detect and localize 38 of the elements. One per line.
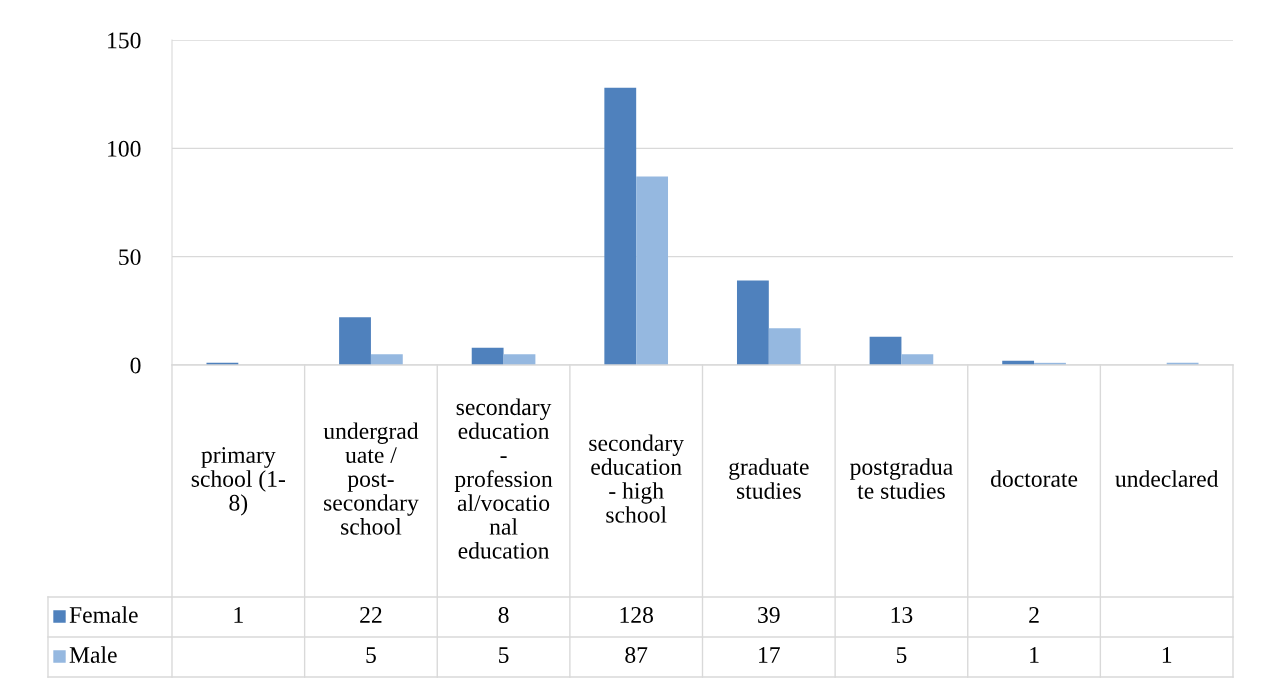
data-label: 13	[891, 607, 913, 623]
bar	[736, 280, 769, 365]
data-label: 1	[1162, 647, 1172, 663]
y-tick-label: 100	[108, 140, 141, 157]
y-tick-label: 150	[108, 32, 141, 49]
x-tick-label: primary school (1- 8)	[191, 447, 285, 516]
data-label: 128	[620, 606, 653, 623]
x-tick-label: secondary education - profession al/vocatio nal education	[454, 398, 553, 559]
bar	[339, 317, 371, 365]
x-tick-label: undergrad uate / post- secondary school	[323, 422, 419, 535]
data-label: 1	[1030, 647, 1039, 663]
x-tick-label: graduate studies	[729, 458, 809, 499]
data-label: 2	[1029, 607, 1039, 623]
bar	[901, 354, 934, 365]
bar	[471, 347, 504, 365]
legend-label: Male	[69, 646, 117, 663]
data-label: 22	[360, 607, 382, 623]
bar	[869, 336, 902, 365]
y-tick-label: 50	[119, 249, 141, 266]
bar	[604, 87, 637, 365]
data-label: 5	[499, 647, 509, 663]
data-label: 87	[625, 646, 648, 663]
data-label: 5	[896, 647, 907, 663]
legend-label: Female	[69, 606, 138, 623]
x-tick-label: doctorate	[990, 470, 1078, 487]
bar	[370, 354, 403, 365]
data-label: 8	[498, 606, 509, 623]
y-tick-label: 0	[130, 357, 141, 374]
data-label: 39	[758, 607, 780, 623]
bar	[636, 176, 669, 365]
data-label: 1	[234, 607, 243, 623]
data-label: 17	[759, 647, 780, 663]
bar	[768, 328, 801, 365]
bar	[503, 354, 536, 365]
data-label: 5	[366, 647, 376, 663]
x-tick-label: undeclared	[1115, 470, 1219, 487]
x-tick-label: postgradua te studies	[850, 458, 953, 499]
x-tick-label: secondary education - high school	[589, 434, 684, 523]
